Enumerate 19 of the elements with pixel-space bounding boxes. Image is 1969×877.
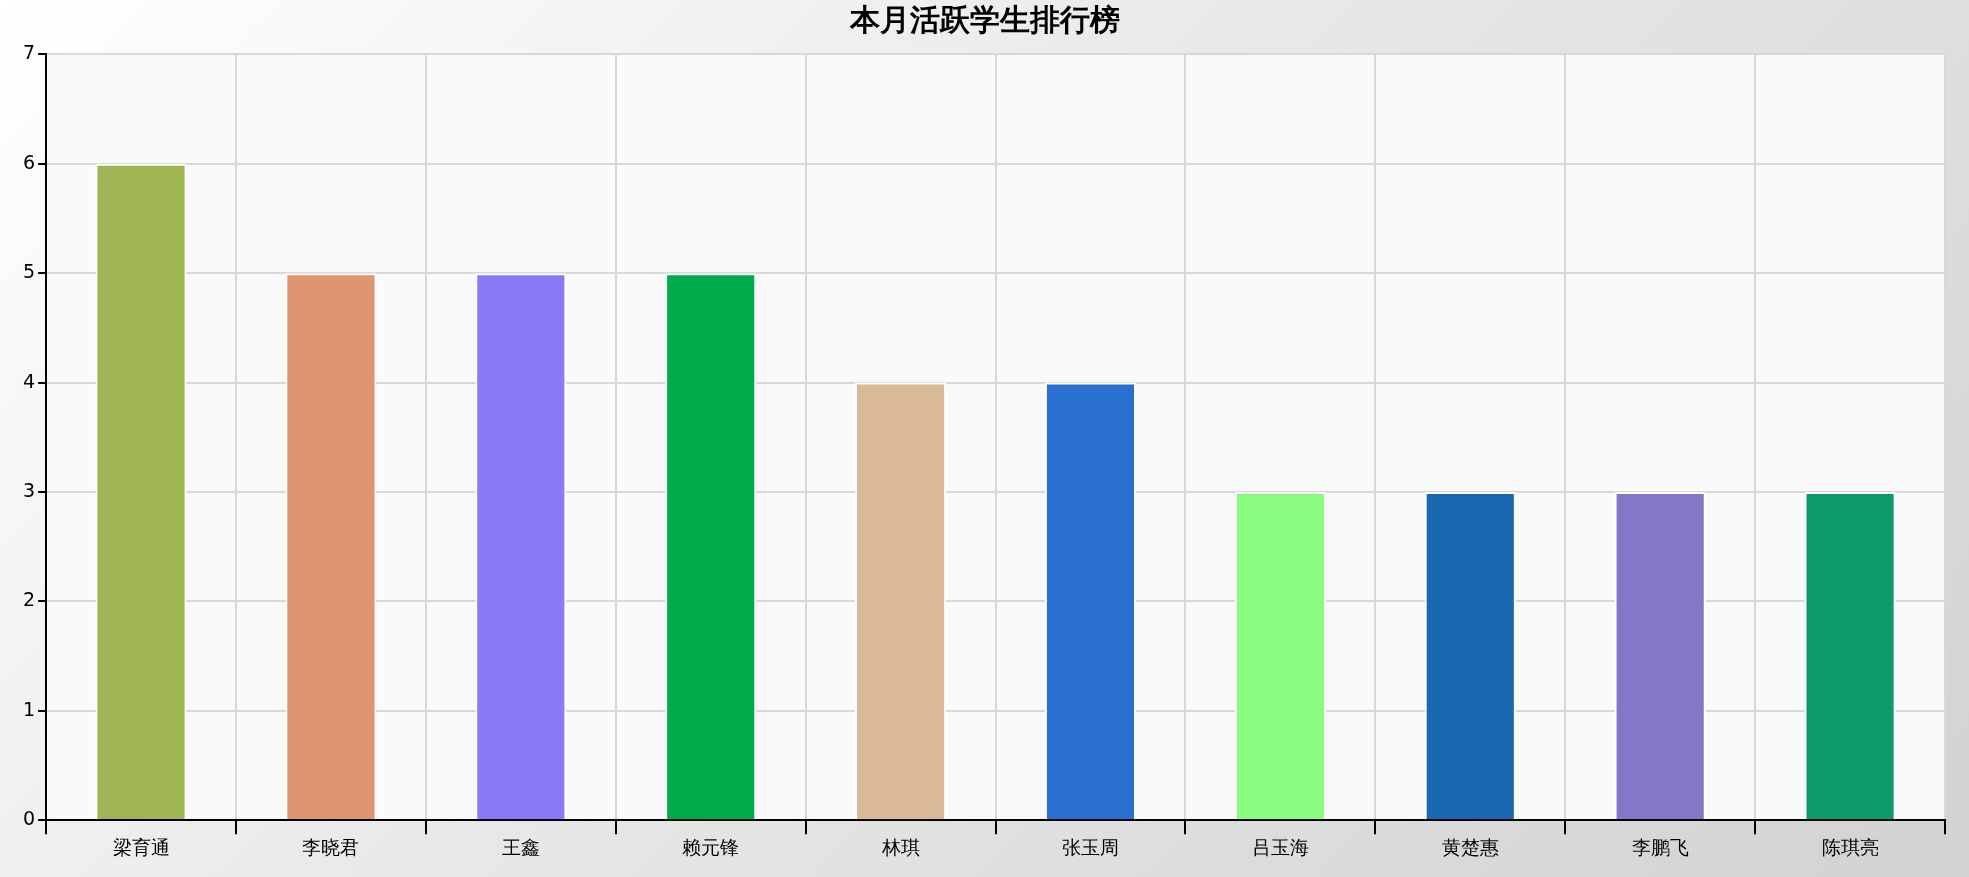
y-tick-label: 0	[22, 807, 36, 830]
y-tick-label: 1	[22, 697, 36, 720]
y-tick-label: 7	[22, 41, 36, 64]
y-tick-label: 3	[22, 478, 36, 501]
x-tick-label: 陈琪亮	[1821, 835, 1879, 858]
x-tick-label: 林琪	[880, 835, 920, 858]
x-tick-label: 李鹏飞	[1631, 835, 1689, 858]
x-tick-label: 赖元锋	[682, 835, 740, 858]
y-tick-label: 4	[22, 369, 36, 392]
x-tick-label: 李晓君	[302, 835, 360, 858]
x-tick-label: 王鑫	[501, 835, 540, 858]
x-tick-label: 梁育通	[112, 835, 170, 858]
x-tick-label: 黄楚惠	[1441, 835, 1499, 858]
y-tick-label: 6	[22, 150, 36, 173]
chart-title: 本月活跃学生排行榜	[848, 1, 1121, 39]
y-tick-label: 5	[22, 260, 36, 283]
y-tick-label: 2	[22, 588, 36, 611]
x-tick-label: 吕玉海	[1251, 835, 1309, 858]
x-tick-label: 张玉周	[1061, 835, 1119, 858]
